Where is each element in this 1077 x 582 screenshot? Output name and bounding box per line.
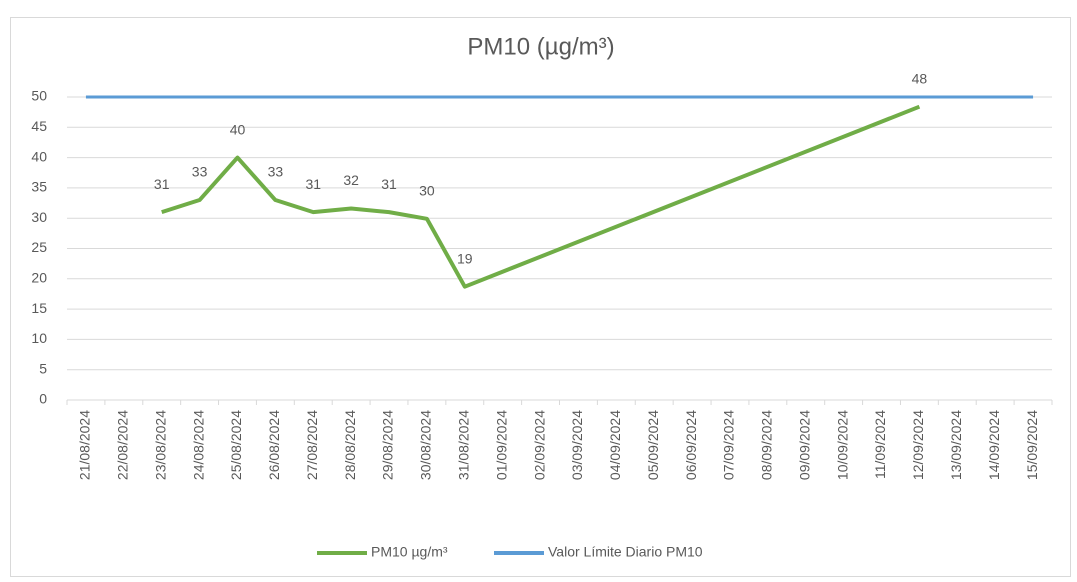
y-tick-label: 5: [39, 360, 47, 376]
x-tick-label: 03/09/2024: [569, 410, 585, 480]
x-tick-label: 13/09/2024: [948, 410, 964, 480]
y-tick-label: 30: [31, 209, 47, 225]
y-tick-label: 0: [39, 391, 47, 407]
data-label: 31: [154, 176, 170, 192]
x-tick-label: 01/09/2024: [493, 410, 509, 480]
x-tick-label: 11/09/2024: [872, 410, 888, 479]
x-tick-label: 02/09/2024: [531, 410, 547, 480]
x-tick-label: 04/09/2024: [607, 410, 623, 480]
x-tick-label: 28/08/2024: [342, 410, 358, 480]
chart-frame: [10, 17, 1071, 577]
data-label: 30: [419, 183, 435, 199]
data-label: 32: [343, 172, 359, 188]
x-tick-label: 12/09/2024: [910, 410, 926, 480]
x-tick-label: 24/08/2024: [190, 410, 206, 480]
x-tick-label: 14/09/2024: [986, 410, 1002, 480]
data-label: 19: [457, 250, 473, 266]
data-label: 48: [912, 70, 928, 86]
legend-label: Valor Límite Diario PM10: [548, 544, 703, 560]
x-tick-label: 07/09/2024: [721, 410, 737, 480]
data-label: 40: [230, 121, 246, 137]
x-tick-label: 05/09/2024: [645, 410, 661, 480]
y-tick-label: 15: [31, 300, 47, 316]
data-label: 31: [305, 176, 321, 192]
x-tick-label: 31/08/2024: [455, 410, 471, 480]
data-label: 31: [381, 176, 397, 192]
y-tick-label: 10: [31, 330, 47, 346]
x-tick-label: 23/08/2024: [152, 410, 168, 480]
x-tick-label: 26/08/2024: [266, 410, 282, 480]
x-tick-label: 15/09/2024: [1024, 410, 1040, 480]
series-line: [161, 104, 921, 289]
x-tick-label: 10/09/2024: [834, 410, 850, 480]
x-tick-label: 21/08/2024: [77, 410, 93, 480]
chart-title: PM10 (µg/m³): [467, 33, 614, 60]
y-tick-label: 35: [31, 179, 47, 195]
y-tick-label: 40: [31, 148, 47, 164]
y-tick-label: 45: [31, 118, 47, 134]
data-label: 33: [268, 164, 284, 180]
x-tick-label: 08/09/2024: [759, 410, 775, 480]
y-tick-label: 25: [31, 239, 47, 255]
x-tick-label: 22/08/2024: [115, 410, 131, 480]
x-tick-label: 29/08/2024: [380, 410, 396, 480]
y-tick-label: 50: [31, 88, 47, 104]
data-label: 33: [192, 164, 208, 180]
legend-label: PM10 µg/m³: [371, 544, 448, 560]
x-tick-label: 30/08/2024: [418, 410, 434, 480]
x-tick-label: 06/09/2024: [683, 410, 699, 480]
x-tick-label: 27/08/2024: [304, 410, 320, 480]
x-tick-label: 25/08/2024: [228, 410, 244, 480]
x-tick-label: 09/09/2024: [796, 410, 812, 480]
y-tick-label: 20: [31, 270, 47, 286]
